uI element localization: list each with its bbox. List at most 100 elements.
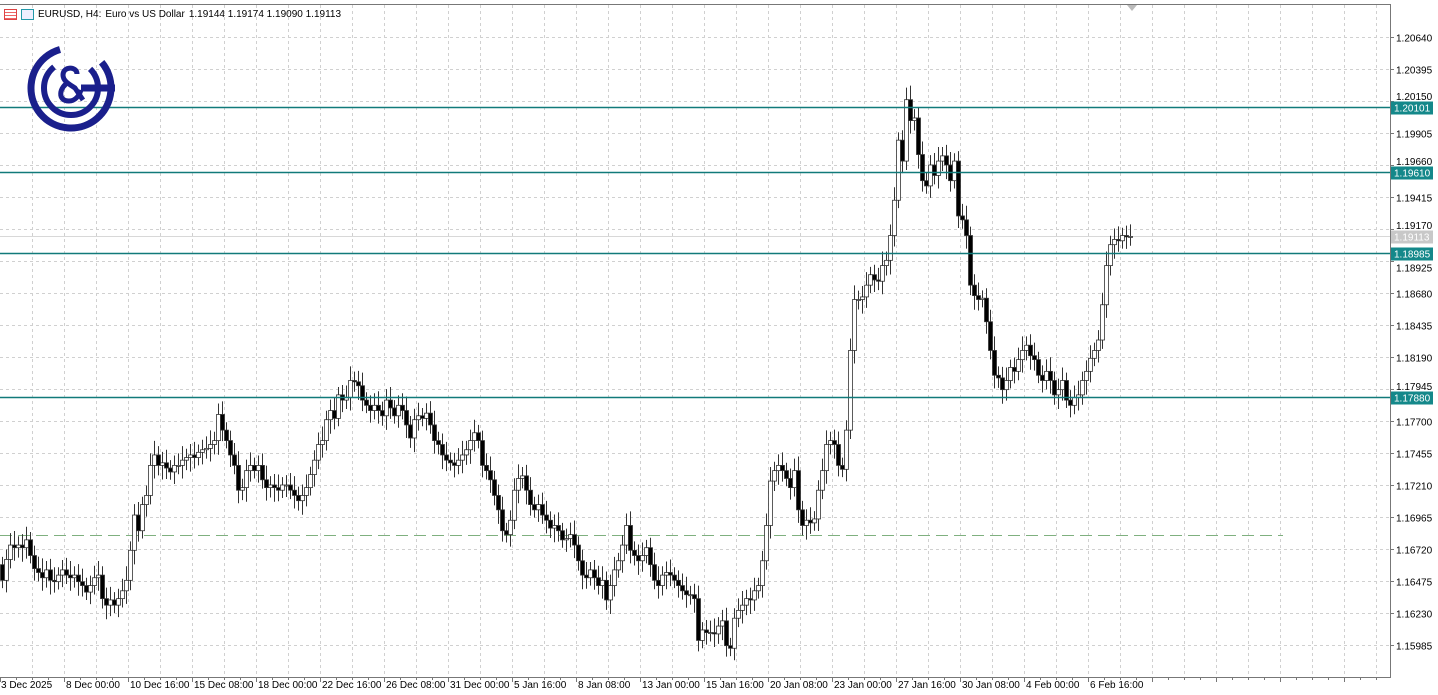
chart-menu-icon[interactable] (4, 9, 17, 20)
bull-candle-body (516, 478, 521, 491)
y-tick-label: 1.16720 (1396, 546, 1433, 557)
level-label: 1.18985 (1394, 250, 1431, 261)
bull-candle-body (128, 549, 133, 581)
bull-candle-body (372, 404, 377, 411)
bear-candle-body (444, 454, 449, 461)
bull-candle-body (828, 440, 833, 445)
candle (744, 589, 749, 616)
candle (780, 452, 785, 482)
candle (564, 528, 569, 552)
bull-candle-body (536, 504, 541, 511)
bear-candle-body (836, 444, 841, 466)
bear-candle-body (332, 410, 337, 419)
candle (324, 410, 329, 451)
bear-candle-body (408, 424, 413, 439)
candle (224, 422, 229, 449)
bear-candle-body (528, 489, 533, 505)
bear-candle-body (272, 484, 277, 489)
candle (44, 561, 49, 588)
candle (696, 585, 701, 652)
candle (272, 474, 277, 502)
candle (1064, 372, 1069, 408)
bull-candle-body (884, 259, 889, 266)
bull-candle-body (1080, 380, 1085, 396)
bull-candle-body (160, 462, 165, 466)
bear-candle-body (1064, 380, 1069, 401)
candle (996, 366, 1001, 388)
candle (112, 592, 117, 613)
bear-candle-body (264, 479, 269, 489)
candle (204, 436, 209, 459)
bear-candle-body (292, 489, 297, 496)
candle (928, 155, 933, 198)
candle (216, 403, 221, 455)
x-tick-label: 6 Feb 16:00 (1090, 680, 1144, 691)
bull-candle-body (216, 414, 221, 441)
bear-candle-body (100, 574, 105, 600)
bear-candle-body (524, 475, 529, 491)
bear-candle-body (808, 519, 813, 524)
bear-candle-body (252, 465, 257, 472)
candle (708, 620, 713, 642)
y-tick-label: 1.18925 (1396, 264, 1433, 275)
chart-shift-marker[interactable] (1127, 5, 1137, 11)
bear-candle-body (64, 569, 69, 576)
candle (408, 416, 413, 448)
bull-candle-body (460, 454, 465, 461)
bull-candle-body (24, 539, 29, 549)
symbol-settings-icon[interactable] (21, 9, 34, 20)
bull-candle-body (936, 160, 941, 176)
bull-candle-body (860, 296, 865, 300)
candle (428, 401, 433, 434)
bull-candle-body (1100, 304, 1105, 341)
bull-candle-body (740, 604, 745, 611)
candle (496, 484, 501, 524)
candle (720, 609, 725, 641)
bear-candle-body (992, 350, 997, 376)
bull-candle-body (396, 404, 401, 417)
bull-candle-body (768, 480, 773, 526)
bull-candle-body (140, 504, 145, 532)
level-lines[interactable] (0, 106, 1390, 399)
y-tick-label: 1.19170 (1396, 221, 1433, 232)
bull-candle-body (1016, 359, 1021, 372)
bull-candle-body (1108, 244, 1113, 266)
bull-candle-body (244, 470, 249, 489)
bear-candle-body (452, 462, 457, 466)
bear-candle-body (68, 574, 73, 579)
candle (1124, 225, 1129, 249)
bear-candle-body (400, 404, 405, 411)
candle (380, 401, 385, 426)
bull-candle-body (620, 544, 625, 562)
candle (784, 462, 789, 487)
candle (512, 478, 517, 530)
candle (736, 598, 741, 628)
bear-candle-body (220, 414, 225, 431)
bull-candle-body (8, 544, 13, 560)
candle (972, 274, 977, 310)
candle (240, 478, 245, 501)
candle (1008, 359, 1013, 389)
bear-candle-body (576, 544, 581, 562)
candle (48, 558, 53, 595)
bear-candle-body (712, 632, 717, 635)
x-tick-label: 15 Jan 16:00 (706, 680, 764, 691)
bear-candle-body (596, 577, 601, 586)
bull-candle-body (4, 559, 9, 581)
candle (952, 153, 957, 189)
candle (768, 466, 773, 539)
candle (748, 587, 753, 615)
y-tick-label: 1.16475 (1396, 578, 1433, 589)
candle (568, 522, 573, 548)
bull-candle-body (660, 574, 665, 586)
candle (256, 455, 261, 483)
candle (300, 484, 305, 515)
candle (440, 433, 445, 470)
bull-candle-body (512, 489, 517, 521)
candle (576, 536, 581, 571)
y-tick-label: 1.16230 (1396, 610, 1433, 621)
candle (420, 407, 425, 427)
level-label-bg (1391, 166, 1433, 180)
bear-candle-body (916, 117, 921, 155)
